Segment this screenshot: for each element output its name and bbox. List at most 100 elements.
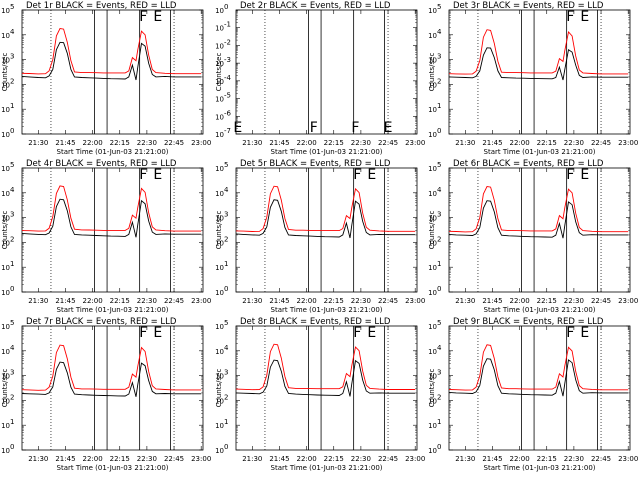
x-tick-label: 22:45 (164, 297, 184, 305)
y-tick-exponent: 5 (10, 319, 14, 327)
x-tick-label: 22:00 (82, 297, 102, 305)
y-tick-label: 10 (215, 25, 224, 33)
x-axis-label: Start Time (01-Jun-03 21:21:00) (271, 464, 383, 472)
events-series-line (22, 361, 202, 397)
y-tick-exponent: 3 (437, 211, 441, 219)
marker-label: E (153, 167, 162, 183)
x-tick-label: 22:00 (509, 139, 529, 147)
y-tick-label: 10 (1, 81, 10, 89)
x-tick-label: 23:00 (618, 139, 638, 147)
y-tick-exponent: 4 (10, 344, 15, 352)
y-tick-label: 10 (428, 323, 437, 331)
x-tick-label: 23:00 (405, 139, 425, 147)
x-tick-label: 22:00 (82, 455, 102, 463)
plot-frame (21, 325, 204, 451)
y-axis-label: Counts/sec (215, 211, 223, 250)
panel-det-2: Det 2r BLACK = Events, RED = LLD10-710-6… (215, 1, 425, 156)
lld-series-line (236, 185, 416, 232)
y-tick-label: 10 (1, 57, 10, 65)
y-tick-label: 10 (1, 348, 10, 356)
y-tick-label: 10 (1, 190, 10, 198)
y-tick-label: 10 (215, 348, 224, 356)
y-tick-label: 10 (1, 165, 10, 173)
y-tick-label: 10 (428, 57, 437, 65)
y-tick-label: 10 (1, 422, 10, 430)
x-tick-label: 22:45 (378, 297, 398, 305)
y-tick-exponent: 2 (10, 77, 14, 85)
y-tick-label: 10 (215, 60, 224, 68)
y-tick-label: 10 (1, 323, 10, 331)
x-tick-label: 22:30 (564, 455, 584, 463)
marker-label: F (351, 120, 359, 136)
y-tick-exponent: 0 (437, 127, 441, 135)
y-tick-exponent: 0 (437, 285, 441, 293)
y-tick-exponent: 5 (224, 319, 228, 327)
y-tick-exponent: 3 (437, 53, 441, 61)
y-tick-label: 10 (215, 131, 224, 139)
y-tick-exponent: 4 (224, 186, 229, 194)
panel-title: Det 5r BLACK = Events, RED = LLD (240, 159, 391, 169)
x-axis-label: Start Time (01-Jun-03 21:21:00) (57, 148, 169, 156)
x-tick-label: 21:45 (55, 139, 75, 147)
x-tick-label: 22:45 (591, 139, 611, 147)
x-tick-label: 21:30 (28, 297, 48, 305)
panel-title: Det 9r BLACK = Events, RED = LLD (453, 317, 604, 327)
y-tick-label: 10 (428, 215, 437, 223)
y-tick-label: 10 (428, 397, 437, 405)
y-tick-exponent: 5 (224, 161, 228, 169)
y-tick-exponent: 2 (10, 393, 14, 401)
plot-frame (448, 325, 631, 451)
y-tick-exponent: 2 (437, 77, 441, 85)
x-tick-label: 22:00 (509, 297, 529, 305)
x-tick-label: 22:15 (324, 455, 344, 463)
x-tick-label: 22:30 (351, 455, 371, 463)
y-tick-exponent: 3 (437, 369, 441, 377)
marker-label: E (233, 120, 242, 136)
x-tick-label: 22:00 (509, 455, 529, 463)
x-tick-label: 21:45 (482, 455, 502, 463)
x-tick-label: 21:45 (482, 297, 502, 305)
x-axis-label: Start Time (01-Jun-03 21:21:00) (271, 148, 383, 156)
marker-label: E (153, 9, 162, 25)
marker-label: F (353, 325, 361, 341)
marker-label: F (353, 167, 361, 183)
x-tick-label: 22:00 (296, 139, 316, 147)
y-tick-label: 10 (428, 422, 437, 430)
y-tick-exponent: 1 (224, 418, 228, 426)
panel-title: Det 4r BLACK = Events, RED = LLD (26, 159, 177, 169)
y-tick-label: 10 (1, 106, 10, 114)
panel-title: Det 8r BLACK = Events, RED = LLD (240, 317, 391, 327)
x-tick-label: 21:45 (482, 139, 502, 147)
y-tick-label: 10 (215, 78, 224, 86)
y-tick-exponent: 1 (437, 102, 441, 110)
x-tick-label: 23:00 (618, 455, 638, 463)
x-tick-label: 22:00 (296, 297, 316, 305)
y-tick-exponent: 1 (437, 260, 441, 268)
y-tick-exponent: 4 (224, 344, 229, 352)
y-tick-exponent: 1 (10, 418, 14, 426)
x-tick-label: 22:00 (82, 139, 102, 147)
y-tick-label: 10 (1, 215, 10, 223)
x-axis-label: Start Time (01-Jun-03 21:21:00) (271, 306, 383, 314)
x-axis-label: Start Time (01-Jun-03 21:21:00) (484, 306, 596, 314)
lld-series-line (22, 28, 202, 75)
y-tick-exponent: -4 (224, 74, 232, 82)
y-tick-label: 10 (215, 422, 224, 430)
x-tick-label: 22:30 (564, 297, 584, 305)
y-tick-exponent: 4 (437, 344, 442, 352)
events-series-line (236, 359, 416, 397)
marker-label: E (580, 325, 589, 341)
marker-label: E (367, 167, 376, 183)
y-tick-exponent: 5 (437, 161, 441, 169)
y-tick-exponent: 5 (10, 3, 14, 11)
y-tick-exponent: -7 (224, 127, 231, 135)
y-tick-label: 10 (428, 7, 437, 15)
y-tick-label: 10 (1, 397, 10, 405)
